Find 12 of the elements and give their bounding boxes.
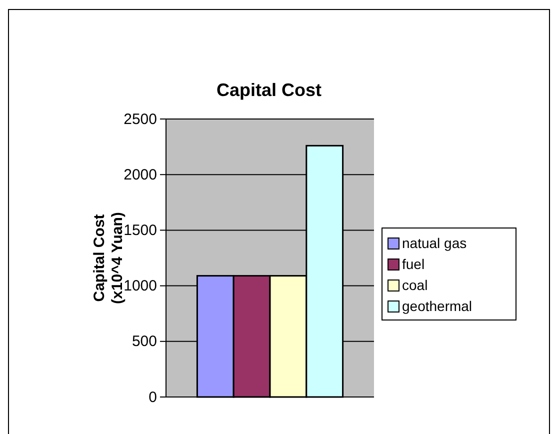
y-tick-label: 2000 bbox=[124, 166, 157, 184]
y-tick-label: 1000 bbox=[124, 278, 157, 295]
legend-label: coal bbox=[402, 277, 428, 293]
y-tick-label: 2500 bbox=[124, 110, 157, 128]
legend-label: natual gas bbox=[402, 235, 467, 251]
y-axis-title: Capital Cost (x10^4 Yuan) bbox=[91, 212, 126, 304]
y-tick-label: 1500 bbox=[124, 222, 157, 239]
legend-label: fuel bbox=[402, 256, 425, 272]
y-tick-label: 0 bbox=[148, 388, 157, 406]
chart-title: Capital Cost bbox=[216, 80, 322, 100]
legend-label: geothermal bbox=[402, 298, 472, 314]
y-tick-label: 500 bbox=[132, 333, 157, 350]
